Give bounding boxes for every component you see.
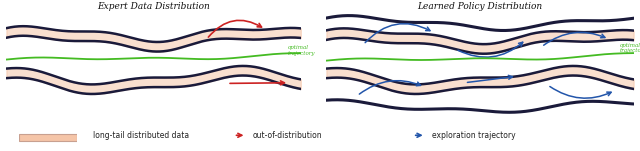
Text: optimal
trajectory: optimal trajectory — [620, 43, 640, 53]
Text: optimal
trajectory: optimal trajectory — [287, 45, 315, 56]
Text: long-tail distributed data: long-tail distributed data — [93, 131, 189, 140]
Title: Learned Policy Distribution: Learned Policy Distribution — [417, 2, 543, 11]
Text: out-of-distribution: out-of-distribution — [253, 131, 323, 140]
Text: exploration trajectory: exploration trajectory — [432, 131, 516, 140]
Title: Expert Data Distribution: Expert Data Distribution — [97, 2, 210, 11]
FancyBboxPatch shape — [19, 134, 77, 141]
